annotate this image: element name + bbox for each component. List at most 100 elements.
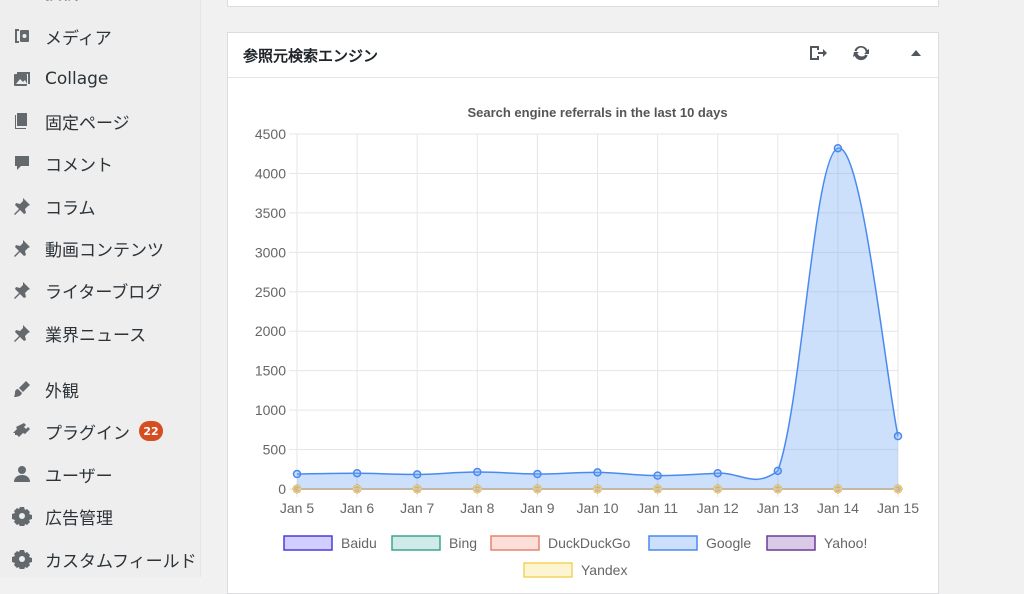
- page-icon: [10, 109, 34, 133]
- legend-item-google[interactable]: Google: [648, 535, 751, 551]
- legend-item-bing[interactable]: Bing: [391, 535, 477, 551]
- sidebar-item-3[interactable]: 固定ページ: [0, 104, 200, 138]
- x-tick-label: Jan 9: [520, 500, 554, 516]
- legend-item-yahoo[interactable]: Yahoo!: [766, 535, 867, 551]
- sidebar-item-label: コラム: [45, 198, 96, 219]
- pin-icon: [10, 0, 34, 3]
- legend-label: Google: [706, 535, 751, 551]
- data-point: [412, 470, 422, 479]
- sidebar-item-7[interactable]: ライターブログ: [0, 273, 200, 307]
- sidebar-item-5[interactable]: コラム: [0, 189, 200, 223]
- series-line: [296, 147, 899, 481]
- x-tick-label: Jan 5: [280, 500, 314, 516]
- legend-label: Yandex: [581, 562, 627, 578]
- legend-swatch: [283, 535, 333, 551]
- pin-icon: [10, 194, 34, 218]
- sidebar-item-9[interactable]: 外観: [0, 372, 200, 406]
- sidebar-item-1[interactable]: メディア: [0, 19, 200, 53]
- sidebar-item-6[interactable]: 動画コンテンツ: [0, 231, 200, 265]
- data-point: [292, 469, 302, 479]
- x-tick-label: Jan 7: [400, 500, 434, 516]
- gallery-icon: [10, 67, 34, 91]
- export-button[interactable]: [806, 43, 830, 67]
- sidebar-item-11[interactable]: ユーザー: [0, 457, 200, 491]
- y-tick-label: 0: [278, 481, 286, 497]
- x-tick-label: Jan 8: [460, 500, 494, 516]
- gear-icon: [10, 504, 34, 528]
- series-google: [292, 143, 903, 489]
- y-tick-label: 2000: [255, 323, 286, 339]
- sidebar-item-label: 動画コンテンツ: [45, 240, 164, 261]
- y-tick-label: 3500: [255, 205, 286, 221]
- collapse-button[interactable]: [904, 43, 928, 67]
- data-point: [713, 468, 722, 478]
- sidebar-item-label: プラグイン: [45, 423, 130, 444]
- legend-swatch: [766, 535, 816, 551]
- sidebar-item-2[interactable]: Collage: [0, 62, 200, 96]
- data-point: [833, 143, 843, 153]
- sidebar-item-10[interactable]: プラグイン 22: [0, 414, 200, 448]
- sidebar-item-13[interactable]: カスタムフィールド: [0, 542, 200, 576]
- sidebar-item-0[interactable]: 投稿: [0, 0, 200, 8]
- y-tick-label: 3000: [255, 244, 286, 260]
- x-tick-label: Jan 15: [877, 500, 919, 516]
- chart-title: Search engine referrals in the last 10 d…: [467, 105, 727, 120]
- data-point: [473, 467, 482, 477]
- x-tick-label: Jan 13: [757, 500, 799, 516]
- legend-swatch: [490, 535, 540, 551]
- user-icon: [10, 462, 34, 486]
- previous-widget-panel: [227, 0, 939, 7]
- sidebar-item-label: 投稿: [45, 0, 79, 4]
- admin-sidebar: 投稿メディア Collage 固定ページコメントコラム動画コンテンツライターブログ業…: [0, 0, 201, 577]
- data-point: [773, 466, 783, 476]
- series-area: [297, 148, 898, 489]
- sidebar-item-label: 広告管理: [45, 508, 113, 529]
- y-tick-label: 1500: [255, 363, 286, 379]
- media-icon: [10, 24, 34, 48]
- legend-label: DuckDuckGo: [548, 535, 631, 551]
- gear-icon: [10, 547, 34, 571]
- y-tick-label: 500: [263, 442, 287, 458]
- sidebar-item-12[interactable]: 広告管理: [0, 499, 200, 533]
- sidebar-item-label: ユーザー: [45, 466, 113, 487]
- legend-item-duckduckgo[interactable]: DuckDuckGo: [490, 535, 631, 551]
- sidebar-item-8[interactable]: 業界ニュース: [0, 316, 200, 350]
- pin-icon: [10, 321, 34, 345]
- referrals-chart: Search engine referrals in the last 10 d…: [255, 105, 919, 578]
- pin-icon: [10, 278, 34, 302]
- y-tick-label: 2500: [255, 284, 286, 300]
- sidebar-item-label: ライターブログ: [45, 282, 163, 303]
- sidebar-item-label: Collage: [45, 69, 109, 89]
- data-point: [352, 468, 362, 478]
- widget-title: 参照元検索エンジン: [243, 47, 379, 65]
- data-point: [653, 471, 662, 480]
- sidebar-item-label: 外観: [45, 381, 79, 402]
- sidebar-item-label: メディア: [45, 28, 112, 49]
- data-point: [593, 468, 602, 477]
- update-count-badge: 22: [139, 421, 163, 441]
- collapse-arrow-icon: [906, 43, 926, 67]
- comment-icon: [10, 151, 34, 175]
- brush-icon: [10, 377, 34, 401]
- x-tick-label: Jan 6: [340, 500, 374, 516]
- legend-swatch: [523, 562, 573, 578]
- y-tick-label: 4500: [255, 126, 286, 142]
- legend-swatch: [391, 535, 441, 551]
- sidebar-item-label: コメント: [45, 155, 113, 176]
- widget-header: 参照元検索エンジン: [228, 33, 938, 78]
- legend-label: Yahoo!: [824, 535, 867, 551]
- sidebar-item-label: 固定ページ: [45, 113, 130, 134]
- y-tick-label: 1000: [255, 402, 286, 418]
- refresh-button[interactable]: [849, 43, 873, 67]
- legend-label: Bing: [449, 535, 477, 551]
- pin-icon: [10, 236, 34, 260]
- x-tick-label: Jan 10: [576, 500, 618, 516]
- legend-item-yandex[interactable]: Yandex: [523, 562, 627, 578]
- sidebar-item-4[interactable]: コメント: [0, 146, 200, 180]
- x-tick-label: Jan 14: [817, 500, 859, 516]
- refresh-icon: [851, 43, 871, 67]
- export-icon: [808, 43, 828, 67]
- legend-item-baidu[interactable]: Baidu: [283, 535, 377, 551]
- data-point: [893, 431, 903, 441]
- x-tick-label: Jan 12: [697, 500, 739, 516]
